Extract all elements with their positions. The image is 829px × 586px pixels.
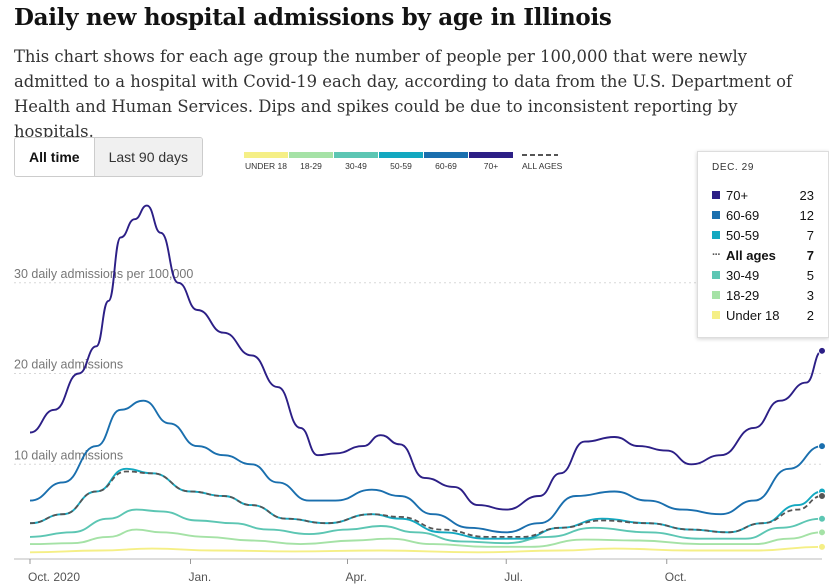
all-time-button[interactable]: All time	[15, 138, 94, 176]
tooltip-swatch	[712, 311, 720, 319]
tooltip-row-all-ages: ··· All ages 7	[712, 245, 814, 265]
legend-label-under-18: UNDER 18	[245, 161, 287, 171]
end-point-70	[818, 346, 826, 355]
legend-label-all-ages: ALL AGES	[522, 161, 563, 171]
tooltip-swatch	[712, 191, 720, 199]
tooltip-value: 23	[799, 187, 814, 203]
series-line-50-59	[29, 467, 823, 540]
tooltip-row-50-59: 50-59 7	[712, 225, 814, 245]
end-point-all-ages	[818, 492, 826, 501]
end-point-30-49	[818, 514, 826, 523]
tooltip-swatch: ···	[712, 249, 721, 261]
legend-label-70: 70+	[484, 161, 498, 171]
tooltip-label: 60-69	[726, 207, 760, 223]
legend-label-50-59: 50-59	[390, 161, 412, 171]
end-point-under-18	[818, 542, 826, 551]
legend-swatch-under-18	[244, 152, 288, 158]
tooltip-row-60-69: 60-69 12	[712, 205, 814, 225]
legend-label-30-49: 30-49	[345, 161, 367, 171]
x-tick-label-oct-2020: Oct. 2020	[28, 570, 80, 584]
tooltip-swatch	[712, 211, 720, 219]
tooltip-value: 7	[806, 227, 814, 243]
chart-subtitle: This chart shows for each age group the …	[14, 47, 793, 141]
end-point-60-69	[818, 442, 826, 451]
legend-swatch-50-59	[379, 152, 423, 158]
y-tick-label-20: 20 daily admissions	[14, 358, 123, 372]
legend-swatch-18-29	[289, 152, 333, 158]
tooltip-swatch	[712, 271, 720, 279]
tooltip-row-18-29: 18-29 3	[712, 285, 814, 305]
tooltip-value: 5	[806, 267, 814, 283]
x-tick-label-jul: Jul.	[504, 570, 523, 584]
legend-label-18-29: 18-29	[300, 161, 322, 171]
tooltip-swatch	[712, 231, 720, 239]
tooltip-value: 2	[806, 307, 814, 323]
tooltip-date: DEC. 29	[712, 162, 754, 173]
tooltip-label: Under 18	[726, 307, 780, 323]
tooltip-value: 7	[806, 247, 814, 263]
tooltip-swatch	[712, 291, 720, 299]
tooltip-row-70: 70+ 23	[712, 185, 814, 205]
series-line-30-49	[29, 508, 823, 545]
tooltip-row-under-18: Under 18 2	[712, 305, 814, 325]
x-tick-label-oct: Oct.	[665, 570, 687, 584]
legend-swatch-30-49	[334, 152, 378, 158]
tooltip-value: 3	[806, 287, 814, 303]
series-line-60-69	[29, 399, 823, 534]
tooltip-label: 70+	[726, 187, 749, 203]
tooltip-label: 30-49	[726, 267, 760, 283]
x-tick-label-apr: Apr.	[345, 570, 366, 584]
hover-tooltip: DEC. 29 70+ 23 60-69 12 50-59 7 ··· All ages 7 30…	[697, 151, 829, 338]
series-line-70	[29, 204, 823, 511]
legend-label-60-69: 60-69	[435, 161, 457, 171]
chart-title: Daily new hospital admissions by age in …	[14, 4, 612, 31]
last-90-days-button[interactable]: Last 90 days	[93, 138, 202, 176]
tooltip-label: 18-29	[726, 287, 760, 303]
tooltip-label: 50-59	[726, 227, 760, 243]
time-range-toggle: All time Last 90 days	[14, 137, 203, 177]
end-point-18-29	[818, 528, 826, 537]
tooltip-value: 12	[799, 207, 814, 223]
tooltip-row-30-49: 30-49 5	[712, 265, 814, 285]
series-line-all-ages	[29, 470, 823, 538]
legend-swatch-70	[469, 152, 513, 158]
y-tick-label-30: 30 daily admissions per 100,000	[14, 267, 193, 281]
series-line-under-18	[29, 545, 823, 554]
x-tick-label-jan: Jan.	[188, 570, 211, 584]
y-tick-label-10: 10 daily admissions	[14, 448, 123, 462]
tooltip-label: All ages	[726, 247, 776, 263]
legend-swatch-60-69	[424, 152, 468, 158]
series-line-18-29	[29, 528, 823, 548]
